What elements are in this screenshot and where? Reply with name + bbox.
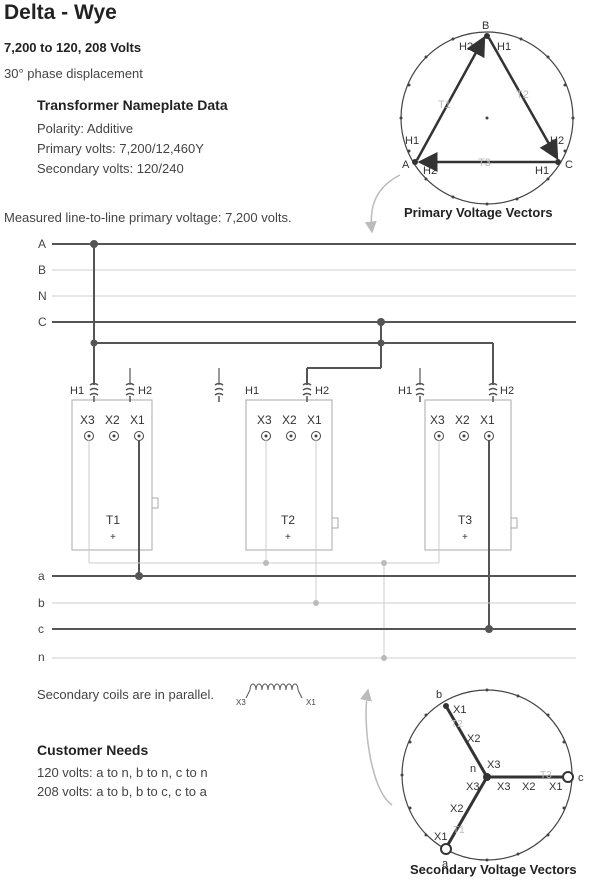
primary-wiring (93, 244, 494, 385)
h2-label: H2 (459, 41, 473, 53)
t1-x2-label: X2 (105, 413, 120, 427)
line-label-b: B (38, 263, 46, 277)
t1-h1-label: H1 (70, 385, 84, 397)
t3-polarity: + (462, 532, 468, 543)
nameplate-polarity: Polarity: Additive (37, 121, 134, 136)
x3-label: X3 (466, 781, 479, 793)
parallel-note: Secondary coils are in parallel. (37, 687, 215, 702)
phase-c-label: c (578, 772, 584, 784)
h2-label: H2 (423, 165, 437, 177)
x2-label: X2 (522, 781, 535, 793)
customer-120v: 120 volts: a to n, b to n, c to n (37, 765, 208, 780)
parallel-coil-icon: X3 X1 (236, 683, 316, 707)
h2-label: H2 (550, 135, 564, 147)
arrow-to-primary-lines (364, 174, 401, 234)
primary-vector-diagram: B A C H2 H1 H1 H2 H2 H1 T1 T2 T3 (399, 20, 575, 206)
line-label-a: A (38, 237, 46, 251)
page-title: Delta - Wye (4, 1, 117, 24)
x1-label: X1 (453, 704, 466, 716)
page-subtitle: 7,200 to 120, 208 Volts (4, 40, 142, 55)
t2-x1-label: X1 (307, 413, 322, 427)
x2-label: X2 (450, 803, 463, 815)
transformer-t2: H1 H2 X3 X2 X1 T2 + (214, 382, 339, 551)
t2-h2-label: H2 (315, 385, 329, 397)
t2-x3-label: X3 (257, 413, 272, 427)
h1-label: H1 (405, 135, 419, 147)
customer-heading: Customer Needs (37, 742, 149, 758)
x3-label: X3 (497, 781, 510, 793)
primary-vectors-caption: Primary Voltage Vectors (404, 205, 553, 220)
t3-x2-label: X2 (455, 413, 470, 427)
vertex-c-label: C (565, 159, 573, 171)
t3-x3-label: X3 (430, 413, 445, 427)
phase-displacement: 30° phase displacement (4, 66, 143, 81)
x1-label: X1 (434, 831, 447, 843)
t1-x3-label: X3 (80, 413, 95, 427)
measured-voltage: Measured line-to-line primary voltage: 7… (4, 210, 292, 225)
secondary-vector-diagram: b c a n X1 X2 X3 X3 X3 X2 X1 X2 X1 T2 T3… (400, 688, 584, 870)
nameplate-secondary: Secondary volts: 120/240 (37, 161, 184, 176)
t1-h2-label: H2 (138, 385, 152, 397)
t3-x1-label: X1 (480, 413, 495, 427)
phase-n-label: n (470, 763, 476, 775)
primary-circle-dots (399, 37, 575, 206)
x1-label: X1 (549, 781, 562, 793)
vector-n-to-b (444, 705, 489, 778)
t3-h2-label: H2 (500, 385, 514, 397)
t2-x2-label: X2 (282, 413, 297, 427)
side-t3-label: T3 (478, 157, 491, 169)
vector-b-to-c (487, 37, 559, 161)
h1-label: H1 (535, 165, 549, 177)
t3-name: T3 (458, 513, 472, 527)
line-label-n: N (38, 289, 47, 303)
line-label-c-secondary: c (38, 622, 44, 636)
coil-x3-label: X3 (236, 698, 246, 707)
side-t3-label-secondary: T3 (540, 770, 552, 781)
t2-h1-label: H1 (245, 385, 259, 397)
side-t2-label: T2 (516, 89, 529, 101)
vertex-a-label: A (402, 159, 410, 171)
side-t1-label: T1 (438, 99, 451, 111)
t1-name: T1 (106, 513, 120, 527)
t1-x1-label: X1 (130, 413, 145, 427)
side-t1-label-secondary: T1 (453, 825, 465, 836)
line-label-b-secondary: b (38, 596, 45, 610)
side-t2-label-secondary: T2 (451, 719, 463, 730)
primary-bus: A B N C (38, 237, 576, 329)
coil-x1-label: X1 (306, 698, 316, 707)
x2-label: X2 (467, 733, 480, 745)
nameplate-heading: Transformer Nameplate Data (37, 97, 228, 113)
line-label-c: C (38, 315, 47, 329)
vertex-b-label: B (482, 20, 489, 32)
line-label-n-secondary: n (38, 650, 45, 664)
transformer-t3: H1 H2 X3 X2 X1 T3 + (398, 382, 518, 551)
secondary-bus: a b c n (38, 569, 576, 664)
vector-a-to-b (415, 35, 486, 161)
secondary-vectors-caption: Secondary Voltage Vectors (410, 862, 577, 877)
t3-h1-label: H1 (398, 385, 412, 397)
phase-b-label: b (436, 689, 442, 701)
customer-208v: 208 volts: a to b, b to c, c to a (37, 784, 207, 799)
arrow-from-secondary-lines (360, 688, 393, 806)
x3-label: X3 (487, 759, 500, 771)
vector-n-to-a (444, 776, 489, 849)
h1-label: H1 (497, 41, 511, 53)
line-label-a-secondary: a (38, 569, 45, 583)
phase-a-label: a (442, 858, 449, 870)
t2-name: T2 (281, 513, 295, 527)
t2-polarity: + (285, 532, 291, 543)
nameplate-primary: Primary volts: 7,200/12,460Y (37, 141, 204, 156)
t1-polarity: + (110, 532, 116, 543)
transformer-t1: H1 H2 X3 X2 X1 T1 + (70, 382, 159, 551)
secondary-wiring (88, 440, 490, 658)
